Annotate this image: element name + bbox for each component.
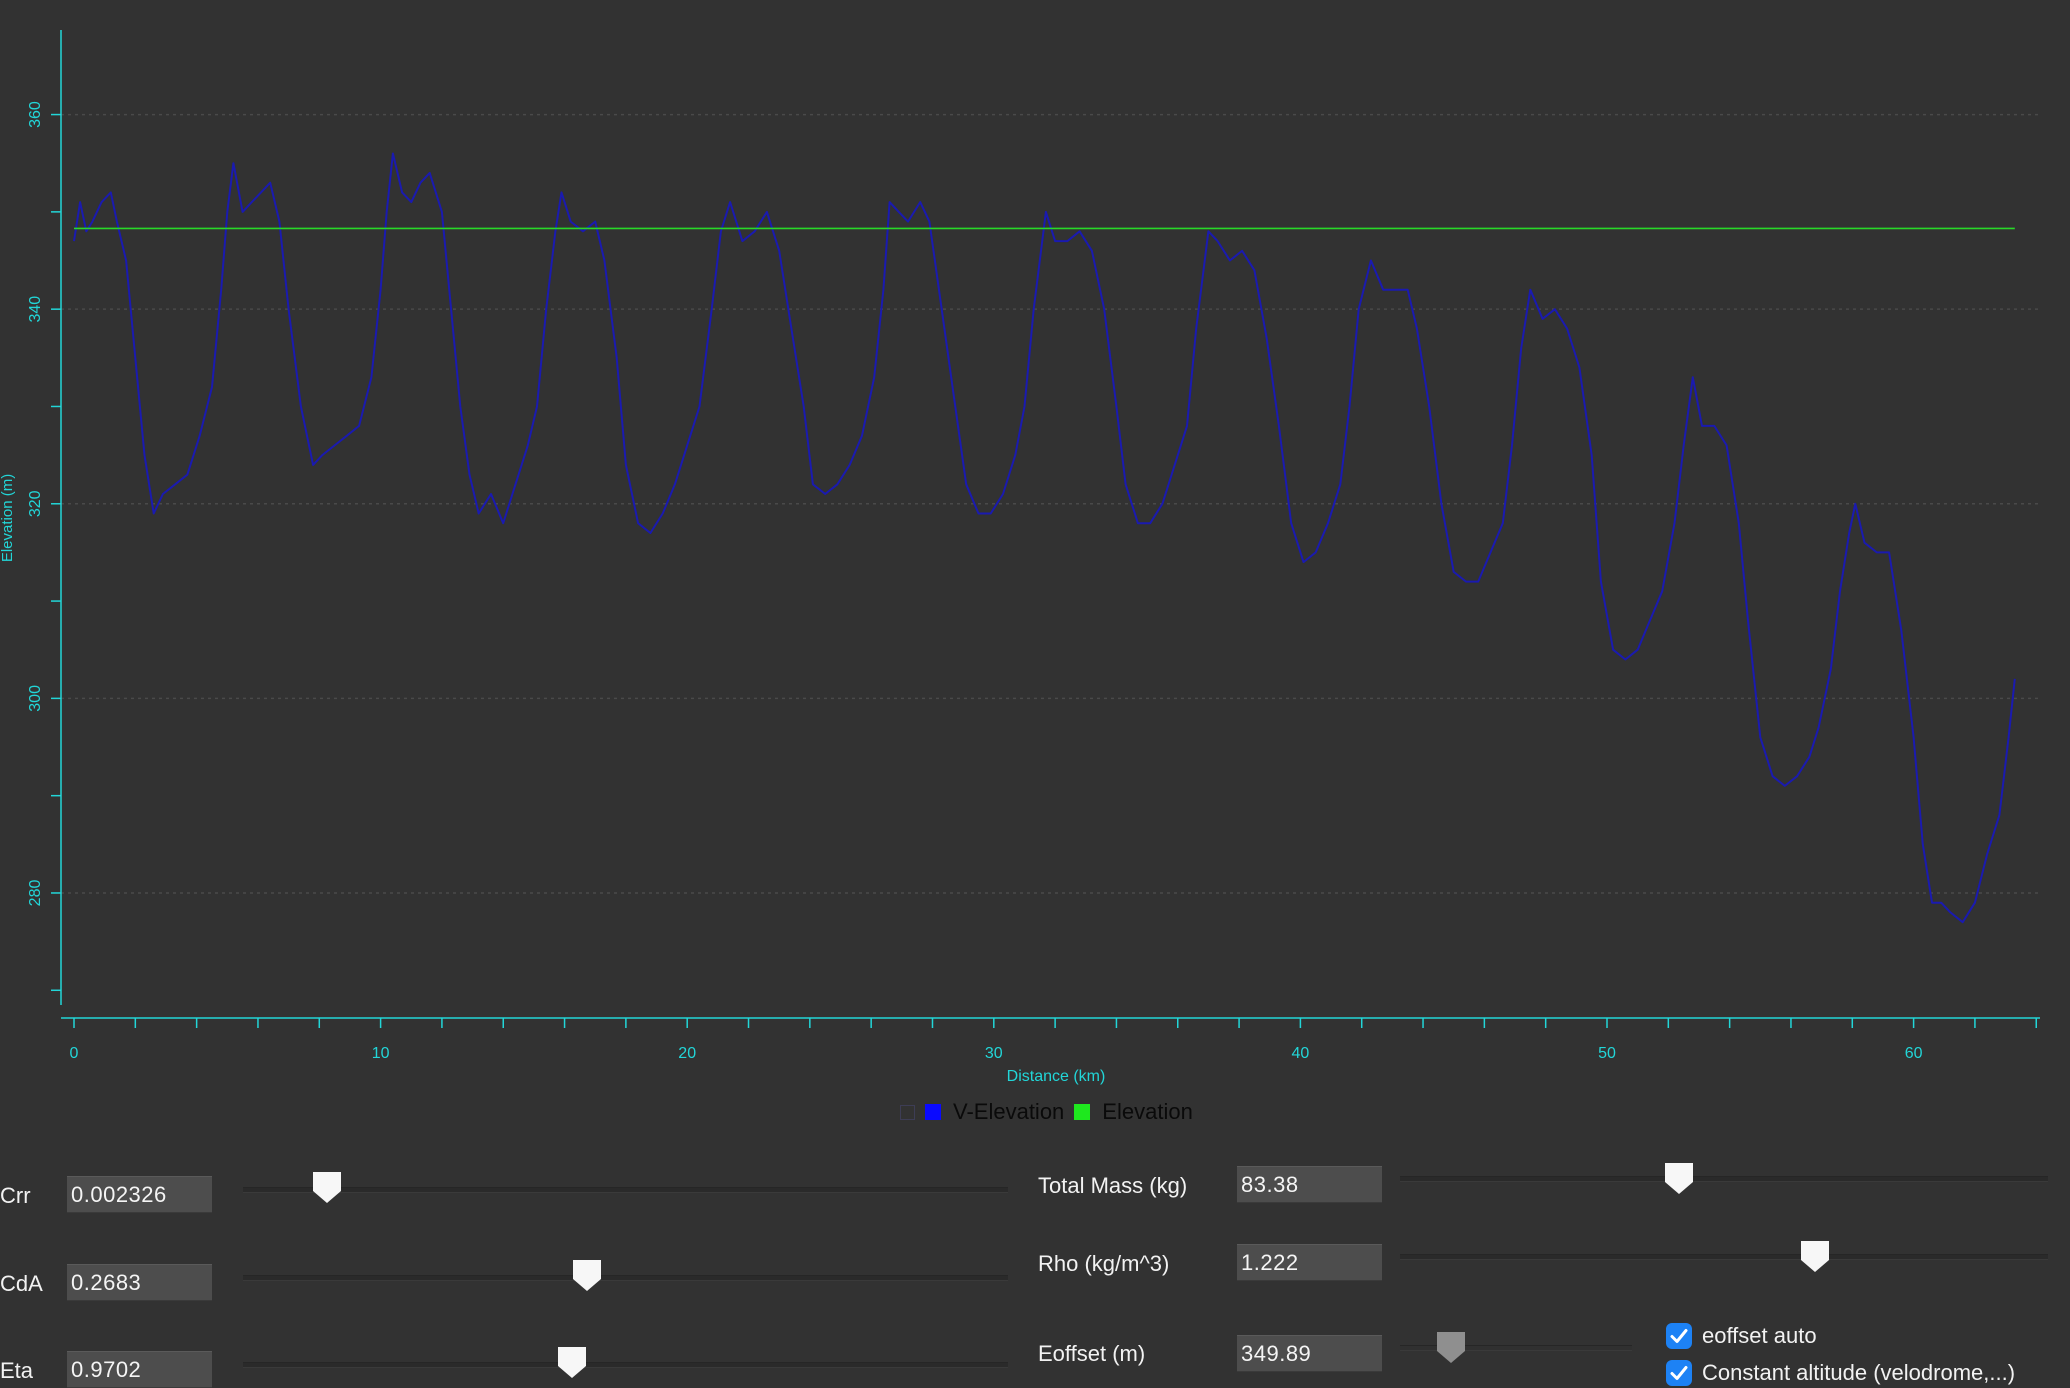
crr-label: Crr: [0, 1183, 31, 1208]
legend-swatch-v-elevation: [925, 1104, 941, 1120]
constant-altitude-checkbox[interactable]: [1666, 1360, 1692, 1386]
y-tick-label-360: 360: [27, 101, 44, 128]
legend-label-v-elevation: V-Elevation: [953, 1099, 1065, 1124]
eoffset-auto-checkbox[interactable]: [1666, 1323, 1692, 1349]
checkmark-icon: [1670, 1366, 1688, 1380]
y-tick-label-300: 300: [27, 685, 44, 712]
eta-slider[interactable]: [243, 1362, 1008, 1368]
eoffset-auto-label: eoffset auto: [1702, 1323, 1817, 1348]
cda-label: CdA: [0, 1271, 43, 1296]
series-line-v-elevation: [73, 152, 2016, 924]
cda-slider[interactable]: [243, 1275, 1008, 1281]
y-tick-label-320: 320: [27, 490, 44, 517]
crr-slider[interactable]: [243, 1187, 1008, 1193]
rho-slider[interactable]: [1400, 1254, 2048, 1260]
x-tick-label-0: 0: [70, 1045, 79, 1062]
elevation-chart: 280 300 320 340 360 0 10 20 30 40 50 60 Distance (k…: [0, 30, 2040, 1085]
total-mass-slider-thumb[interactable]: [1663, 1161, 1695, 1195]
constant-altitude-label: Constant altitude (velodrome,...): [1702, 1360, 2016, 1385]
cda-input[interactable]: [67, 1264, 212, 1301]
x-tick-label-10: 10: [372, 1045, 390, 1062]
rho-slider-thumb[interactable]: [1799, 1239, 1831, 1273]
eoffset-label: Eoffset (m): [1038, 1341, 1146, 1366]
eta-label: Eta: [0, 1358, 34, 1383]
total-mass-input[interactable]: [1237, 1166, 1382, 1203]
rho-label: Rho (kg/m^3): [1038, 1251, 1170, 1276]
y-tick-label-340: 340: [27, 296, 44, 323]
x-tick-label-40: 40: [1292, 1045, 1310, 1062]
crr-input[interactable]: [67, 1176, 212, 1213]
x-axis-label: Distance (km): [1007, 1068, 1106, 1085]
axes: 280 300 320 340 360 0 10 20 30 40 50 60: [27, 30, 2040, 1062]
x-tick-label-30: 30: [985, 1045, 1003, 1062]
x-tick-label-50: 50: [1598, 1045, 1616, 1062]
total-mass-label: Total Mass (kg): [1038, 1173, 1188, 1198]
checkmark-icon: [1670, 1329, 1688, 1343]
total-mass-slider[interactable]: [1400, 1176, 2048, 1182]
x-tick-label-20: 20: [678, 1045, 696, 1062]
cda-slider-thumb[interactable]: [571, 1258, 603, 1292]
rho-input[interactable]: [1237, 1244, 1382, 1281]
eta-slider-thumb[interactable]: [556, 1345, 588, 1379]
grid-lines: [61, 113, 2040, 894]
series: [73, 152, 2016, 924]
y-tick-label-280: 280: [27, 880, 44, 907]
eoffset-slider-thumb: [1437, 1332, 1466, 1363]
legend-swatch-elevation: [1074, 1104, 1091, 1120]
eta-input[interactable]: [67, 1351, 212, 1388]
legend-label-elevation: Elevation: [1102, 1099, 1193, 1124]
legend-empty-swatch: [900, 1104, 915, 1120]
y-axis-label: Elevation (m): [0, 474, 16, 562]
eoffset-slider: [1400, 1345, 1632, 1351]
eoffset-input[interactable]: [1237, 1335, 1382, 1372]
x-tick-label-60: 60: [1905, 1045, 1923, 1062]
crr-slider-thumb[interactable]: [311, 1170, 343, 1204]
chart-legend: V-Elevation Elevation: [900, 1098, 1203, 1126]
